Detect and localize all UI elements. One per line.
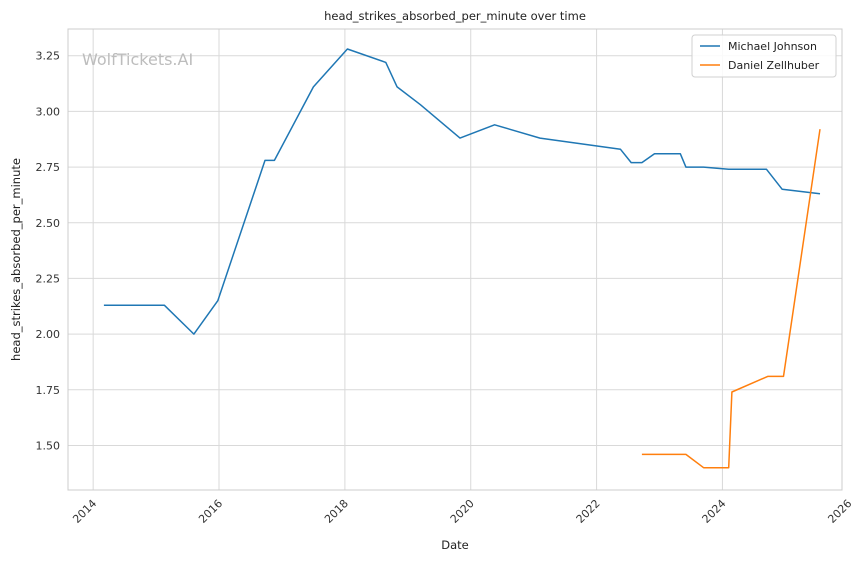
watermark-text: WolfTickets.AI [82,50,193,69]
legend: Michael Johnson Daniel Zellhuber [691,34,837,78]
legend-label-daniel-zellhuber: Daniel Zellhuber [728,59,820,72]
grid [68,29,842,490]
chart-title: head_strikes_absorbed_per_minute over ti… [324,9,586,23]
plot-frame [67,28,843,491]
y-tick-label: 2.50 [36,217,61,230]
x-axis-label: Date [441,538,469,552]
y-tick-label: 3.00 [36,105,61,118]
series-lines [103,48,821,469]
plot-area [68,29,842,490]
y-tick-label: 2.00 [36,328,61,341]
y-axis-label: head_strikes_absorbed_per_minute [9,158,23,361]
y-axis-ticks: 1.50 1.75 2.00 2.25 2.50 2.75 3.00 3.25 [36,50,61,453]
y-tick-label: 2.75 [36,161,61,174]
y-tick-label: 1.75 [36,384,61,397]
y-tick-label: 2.25 [36,272,61,285]
y-tick-label: 3.25 [36,50,61,63]
series-line-daniel-zellhuber [641,129,821,469]
legend-box [691,34,837,78]
y-tick-label: 1.50 [36,439,61,452]
legend-label-michael-johnson: Michael Johnson [728,40,817,53]
series-line-michael-johnson [103,48,821,335]
